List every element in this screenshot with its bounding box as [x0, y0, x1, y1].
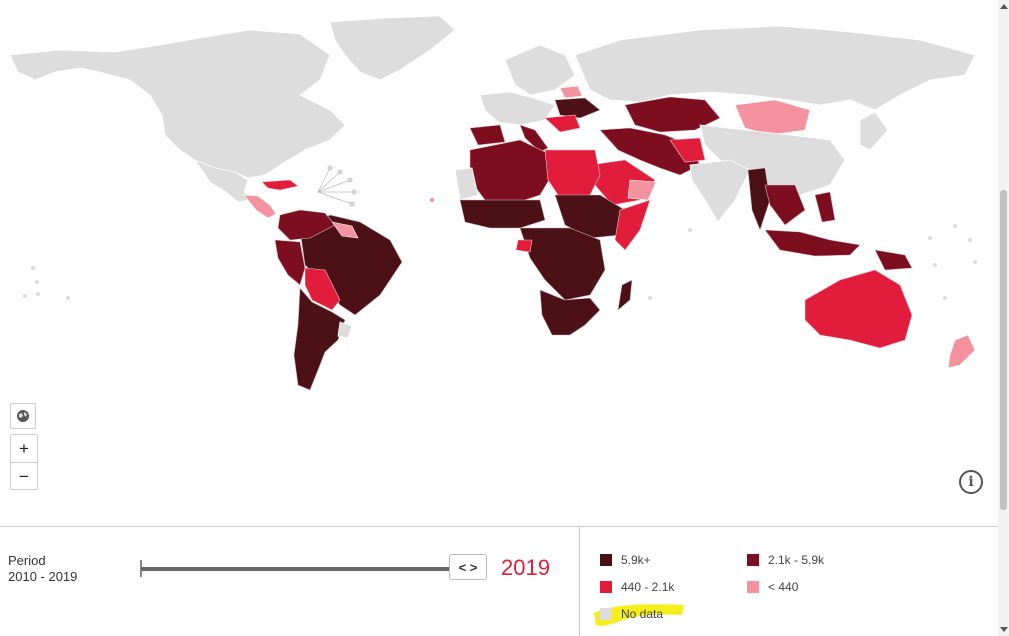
indonesia[interactable]	[764, 229, 861, 257]
pacific-island[interactable]	[967, 237, 973, 243]
pacific-island[interactable]	[22, 293, 28, 299]
baltic[interactable]	[559, 85, 583, 99]
madagascar[interactable]	[617, 279, 633, 311]
pacific-island[interactable]	[952, 223, 958, 229]
central-america[interactable]	[243, 194, 277, 219]
scroll-up-icon[interactable]	[1000, 4, 1008, 9]
new-zealand[interactable]	[947, 334, 976, 369]
india[interactable]	[689, 159, 751, 223]
west-africa[interactable]	[459, 199, 546, 229]
kazakhstan[interactable]	[624, 96, 721, 133]
gabon[interactable]	[515, 239, 533, 253]
russia[interactable]	[574, 25, 976, 111]
mongolia[interactable]	[734, 99, 811, 136]
legend-swatch	[747, 581, 759, 593]
scrollbar-thumb[interactable]	[1000, 190, 1007, 510]
west-sahara[interactable]	[454, 167, 479, 201]
globe-icon	[17, 410, 29, 422]
legend-item[interactable]: 5.9k+	[600, 553, 651, 567]
pacific-island[interactable]	[972, 259, 978, 265]
somalia[interactable]	[614, 199, 651, 251]
southern-africa[interactable]	[539, 289, 601, 336]
bolivia-paraguay[interactable]	[304, 267, 341, 311]
legend-item[interactable]: 2.1k - 5.9k	[747, 553, 824, 567]
ukraine[interactable]	[554, 97, 601, 119]
pacific-island[interactable]	[65, 295, 71, 301]
legend-swatch	[600, 581, 612, 593]
pacific-island[interactable]	[30, 265, 36, 271]
zoom-in-button[interactable]: +	[19, 438, 29, 458]
legend-label: 440 - 2.1k	[621, 580, 675, 594]
period-slider-handle[interactable]: < >	[449, 554, 487, 580]
guyana[interactable]	[331, 221, 359, 239]
world-map[interactable]	[0, 0, 998, 526]
vertical-scrollbar[interactable]	[998, 0, 1009, 636]
period-label-block: Period 2010 - 2019	[8, 553, 77, 585]
colombia-venezuela[interactable]	[277, 209, 336, 241]
myanmar[interactable]	[747, 167, 771, 231]
yemen-oman[interactable]	[627, 179, 657, 201]
pacific-island[interactable]	[927, 235, 933, 241]
legend-item[interactable]: No data	[600, 607, 663, 621]
italy[interactable]	[519, 124, 549, 153]
caribbean-callouts	[317, 165, 357, 207]
legend-label: 5.9k+	[621, 553, 651, 567]
legend-swatch	[600, 608, 612, 620]
scroll-down-icon[interactable]	[1000, 627, 1008, 632]
europe-west[interactable]	[479, 91, 556, 126]
scandinavia[interactable]	[504, 44, 576, 96]
period-range: 2010 - 2019	[8, 569, 78, 584]
balkans[interactable]	[544, 114, 581, 133]
iberia[interactable]	[469, 124, 506, 146]
zoom-controls: + −	[10, 434, 38, 490]
caribbean[interactable]	[261, 179, 299, 191]
pacific-island[interactable]	[942, 295, 948, 301]
pacific-island[interactable]	[35, 291, 41, 297]
legend-label: < 440	[768, 580, 799, 594]
australia[interactable]	[804, 269, 913, 349]
zoom-out-button[interactable]: −	[11, 462, 37, 490]
pacific-island[interactable]	[687, 227, 693, 233]
indochina[interactable]	[764, 184, 806, 226]
legend-item[interactable]: 440 - 2.1k	[600, 580, 674, 594]
panel-divider	[579, 527, 580, 636]
legend-swatch	[747, 554, 759, 566]
selected-year: 2019	[501, 555, 550, 580]
argentina-chile[interactable]	[293, 287, 346, 391]
period-slider-track[interactable]	[141, 567, 451, 571]
highlighter-mark	[594, 604, 684, 626]
legend-swatch	[600, 554, 612, 566]
pacific-island[interactable]	[34, 279, 40, 285]
uruguay[interactable]	[337, 321, 353, 339]
period-title: Period	[8, 553, 46, 568]
north-america[interactable]	[9, 29, 346, 179]
papua[interactable]	[874, 249, 913, 271]
map-area[interactable]: + − i	[0, 0, 998, 526]
japan[interactable]	[859, 111, 889, 151]
philippines[interactable]	[814, 191, 836, 223]
info-icon[interactable]: i	[959, 470, 983, 494]
legend-item[interactable]: < 440	[747, 580, 798, 594]
central-africa[interactable]	[519, 227, 606, 301]
globe-view-button[interactable]	[10, 403, 36, 429]
greenland[interactable]	[329, 15, 456, 81]
legend-label: 2.1k - 5.9k	[768, 553, 825, 567]
china[interactable]	[699, 124, 846, 196]
legend-label: No data	[621, 607, 664, 621]
pacific-island[interactable]	[932, 262, 938, 268]
atlantic-island[interactable]	[429, 197, 435, 203]
bottom-panel: Period 2010 - 2019 < > 2019 5.9k+ 2.1k -…	[0, 526, 998, 636]
pacific-island[interactable]	[647, 295, 653, 301]
peru[interactable]	[274, 239, 306, 286]
libya-egypt[interactable]	[544, 149, 601, 199]
afghanistan[interactable]	[669, 137, 706, 163]
